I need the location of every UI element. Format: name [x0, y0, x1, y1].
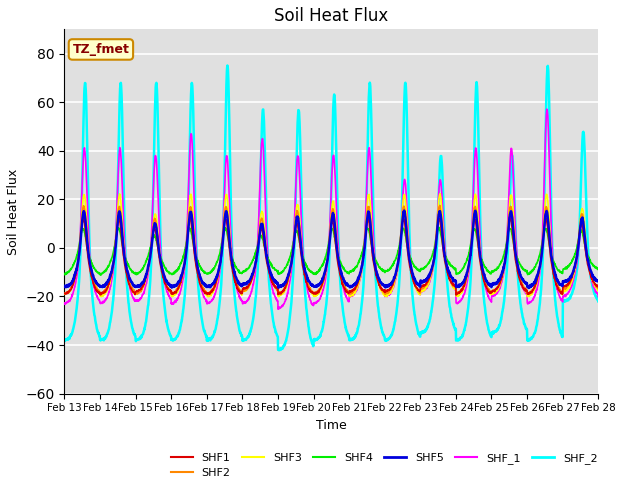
Text: TZ_fmet: TZ_fmet: [72, 43, 129, 56]
Legend: SHF1, SHF2, SHF3, SHF4, SHF5, SHF_1, SHF_2: SHF1, SHF2, SHF3, SHF4, SHF5, SHF_1, SHF…: [166, 448, 602, 480]
Y-axis label: Soil Heat Flux: Soil Heat Flux: [7, 168, 20, 254]
Title: Soil Heat Flux: Soil Heat Flux: [274, 7, 388, 25]
X-axis label: Time: Time: [316, 419, 347, 432]
